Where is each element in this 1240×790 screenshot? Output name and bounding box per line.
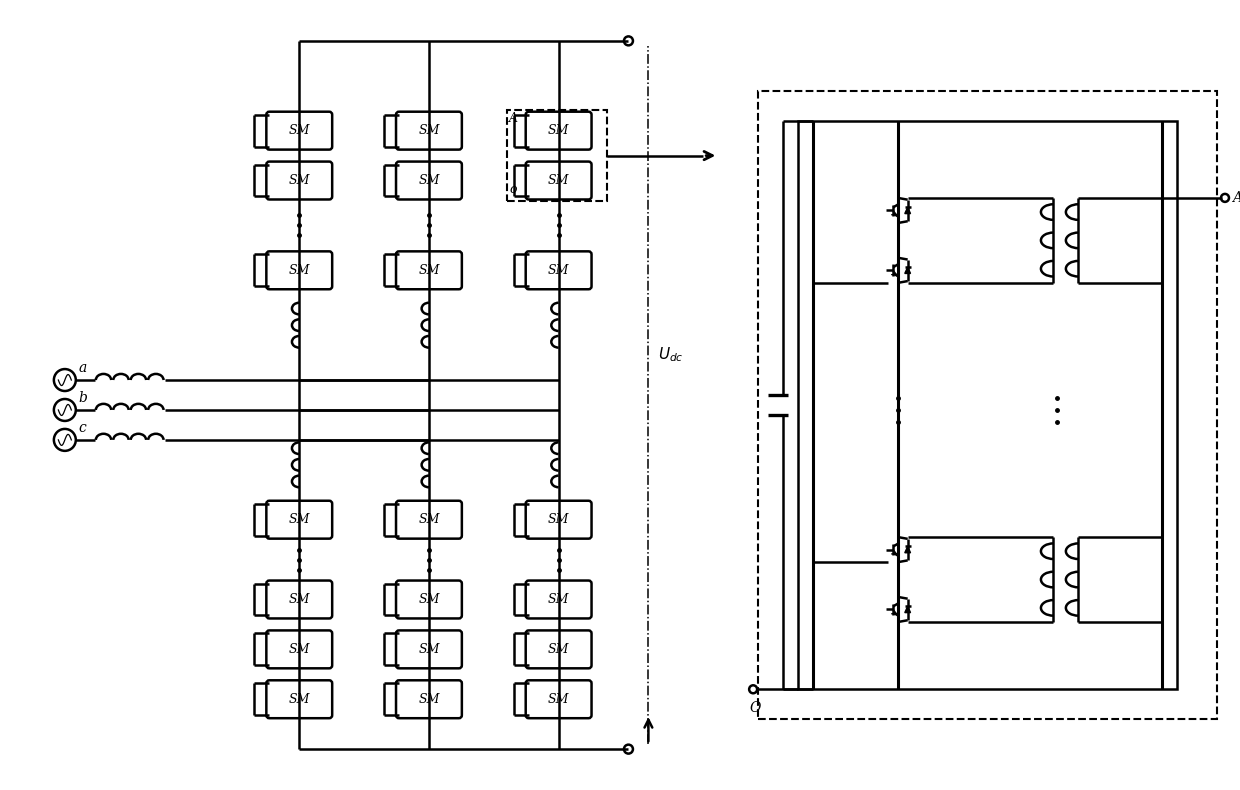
FancyBboxPatch shape: [396, 501, 461, 539]
Polygon shape: [905, 607, 910, 612]
FancyBboxPatch shape: [267, 581, 332, 619]
Text: a: a: [79, 361, 87, 375]
Text: SM: SM: [548, 174, 569, 187]
Text: SM: SM: [289, 264, 310, 276]
FancyBboxPatch shape: [396, 111, 461, 149]
FancyBboxPatch shape: [396, 162, 461, 200]
Text: SM: SM: [548, 514, 569, 526]
Text: $U_{dc}$: $U_{dc}$: [658, 346, 684, 364]
FancyBboxPatch shape: [396, 251, 461, 289]
FancyBboxPatch shape: [526, 501, 591, 539]
FancyBboxPatch shape: [267, 501, 332, 539]
Text: b: b: [79, 391, 88, 405]
Text: SM: SM: [289, 124, 310, 137]
Text: SM: SM: [418, 693, 440, 705]
Text: SM: SM: [548, 264, 569, 276]
FancyBboxPatch shape: [526, 581, 591, 619]
Text: o: o: [510, 183, 517, 197]
Text: SM: SM: [289, 693, 310, 705]
Text: SM: SM: [418, 124, 440, 137]
FancyBboxPatch shape: [526, 680, 591, 718]
Bar: [799, 121, 1177, 689]
FancyBboxPatch shape: [267, 680, 332, 718]
FancyBboxPatch shape: [526, 162, 591, 200]
Text: SM: SM: [289, 593, 310, 606]
Text: SM: SM: [289, 643, 310, 656]
Text: c: c: [79, 421, 87, 435]
Polygon shape: [905, 547, 910, 553]
Text: SM: SM: [289, 174, 310, 187]
FancyBboxPatch shape: [396, 630, 461, 668]
Text: SM: SM: [418, 643, 440, 656]
FancyBboxPatch shape: [526, 630, 591, 668]
FancyBboxPatch shape: [267, 162, 332, 200]
Text: SM: SM: [418, 264, 440, 276]
Polygon shape: [905, 207, 910, 213]
Text: A: A: [1233, 191, 1240, 205]
FancyBboxPatch shape: [267, 251, 332, 289]
FancyBboxPatch shape: [267, 111, 332, 149]
Text: O: O: [749, 702, 761, 715]
FancyBboxPatch shape: [396, 680, 461, 718]
Text: SM: SM: [418, 514, 440, 526]
Text: SM: SM: [418, 174, 440, 187]
Polygon shape: [905, 267, 910, 273]
Text: SM: SM: [548, 643, 569, 656]
Bar: [758, 91, 1216, 719]
Text: SM: SM: [418, 593, 440, 606]
FancyBboxPatch shape: [267, 630, 332, 668]
FancyBboxPatch shape: [526, 251, 591, 289]
Bar: [507, 110, 606, 201]
Text: SM: SM: [548, 593, 569, 606]
FancyBboxPatch shape: [526, 111, 591, 149]
Text: SM: SM: [289, 514, 310, 526]
Text: SM: SM: [548, 693, 569, 705]
Text: A: A: [510, 111, 518, 125]
Text: SM: SM: [548, 124, 569, 137]
FancyBboxPatch shape: [396, 581, 461, 619]
